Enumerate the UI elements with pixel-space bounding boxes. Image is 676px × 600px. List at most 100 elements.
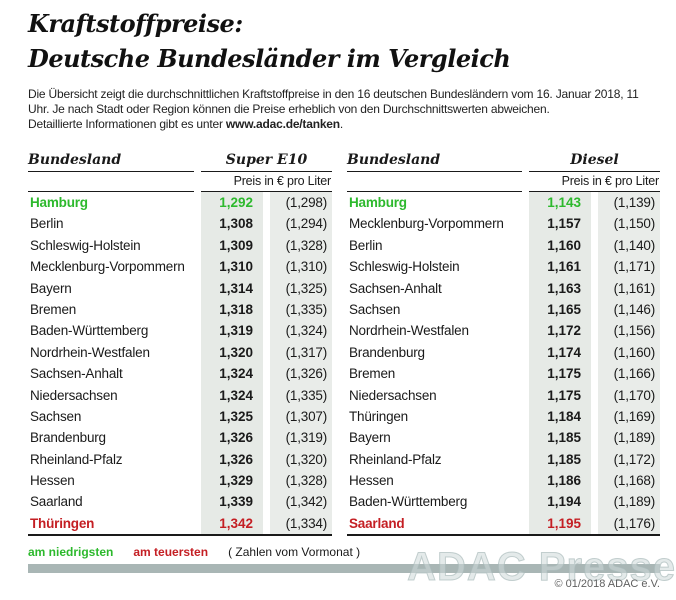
column-header-super-e10: Super E10 [201, 151, 332, 172]
state-name: Niedersachsen [349, 387, 437, 403]
price-value: 1,309 [201, 234, 263, 257]
column-subheader-price-per-liter: Preis in € pro Liter [201, 172, 332, 192]
previous-month-value: (1,298) [270, 192, 332, 214]
previous-month-value: (1,189) [598, 427, 660, 449]
state-name: Sachsen-Anhalt [30, 366, 123, 382]
price-value: 1,184 [529, 405, 591, 428]
state-name: Saarland [30, 494, 83, 510]
price-value: 1,319 [201, 320, 263, 342]
column-header-bundesland: Bundesland [28, 151, 194, 172]
state-name: Brandenburg [30, 430, 106, 446]
previous-month-value: (1,150) [598, 213, 660, 235]
footer-divider-bar [28, 564, 660, 574]
state-name: Bayern [349, 430, 391, 446]
column-subheader-price-per-liter: Preis in € pro Liter [529, 172, 660, 192]
price-value: 1,324 [201, 384, 263, 406]
header-spacer [28, 172, 194, 192]
previous-month-value: (1,139) [598, 192, 660, 214]
previous-month-value: (1,160) [598, 341, 660, 364]
state-name: Hessen [349, 473, 394, 489]
price-value: 1,161 [529, 256, 591, 278]
price-value: 1,292 [201, 192, 263, 214]
legend-lowest-label: am niedrigsten [28, 545, 114, 560]
price-value: 1,194 [529, 491, 591, 513]
state-name: Berlin [30, 216, 64, 232]
state-name: Nordrhein-Westfalen [30, 344, 150, 360]
table-super-e10: Bundesland Super E10 Preis in € pro Lite… [28, 151, 332, 537]
column-header-diesel: Diesel [529, 151, 660, 172]
previous-month-value: (1,317) [270, 341, 332, 364]
price-value: 1,195 [529, 512, 591, 535]
previous-month-value: (1,169) [598, 405, 660, 428]
previous-month-value: (1,342) [270, 491, 332, 513]
previous-month-value: (1,161) [598, 277, 660, 299]
previous-month-value: (1,166) [598, 363, 660, 385]
legend-previous-month-note: ( Zahlen vom Vormonat ) [228, 545, 361, 560]
header-spacer [347, 172, 522, 192]
price-value: 1,174 [529, 341, 591, 364]
price-value: 1,308 [201, 213, 263, 235]
state-name: Baden-Württemberg [30, 323, 149, 339]
intro-line-3-end: . [339, 117, 344, 131]
state-name: Brandenburg [349, 344, 425, 360]
previous-month-value: (1,176) [598, 512, 660, 535]
previous-month-value: (1,170) [598, 384, 660, 406]
state-name: Sachsen-Anhalt [349, 280, 442, 296]
previous-month-value: (1,326) [270, 363, 332, 385]
tables-container: Bundesland Super E10 Preis in € pro Lite… [28, 151, 660, 537]
legend: am niedrigsten am teuersten ( Zahlen vom… [28, 545, 660, 559]
previous-month-value: (1,334) [270, 512, 332, 535]
copyright-notice: © 01/2018 ADAC e.V. [554, 578, 660, 590]
adac-url: www.adac.de/tanken [225, 117, 340, 131]
previous-month-value: (1,310) [270, 256, 332, 278]
previous-month-value: (1,140) [598, 234, 660, 257]
previous-month-value: (1,294) [270, 213, 332, 235]
intro-line-1: Die Übersicht zeigt die durchschnittlich… [28, 87, 639, 101]
price-value: 1,339 [201, 491, 263, 513]
state-name: Bayern [30, 280, 72, 296]
state-name: Mecklenburg-Vorpommern [349, 216, 504, 232]
price-value: 1,175 [529, 384, 591, 406]
state-name: Bremen [349, 366, 396, 382]
intro-line-3: Detaillierte Informationen gibt es unter [28, 117, 226, 131]
price-value: 1,342 [201, 512, 263, 535]
page-title-line-1: Kraftstoffpreise: [28, 9, 243, 38]
state-name: Nordrhein-Westfalen [349, 323, 469, 339]
price-value: 1,165 [529, 298, 591, 321]
price-value: 1,314 [201, 277, 263, 299]
previous-month-value: (1,156) [598, 320, 660, 342]
price-value: 1,175 [529, 363, 591, 385]
price-value: 1,143 [529, 192, 591, 214]
state-name: Rheinland-Pfalz [349, 451, 442, 467]
previous-month-value: (1,307) [270, 405, 332, 428]
state-name: Mecklenburg-Vorpommern [30, 259, 185, 275]
state-name: Baden-Württemberg [349, 494, 468, 510]
price-value: 1,163 [529, 277, 591, 299]
previous-month-value: (1,320) [270, 448, 332, 471]
price-value: 1,318 [201, 298, 263, 321]
infographic-root: Kraftstoffpreise: Deutsche Bundesländer … [28, 9, 660, 574]
price-value: 1,326 [201, 427, 263, 449]
state-name: Bremen [30, 301, 77, 317]
state-name: Hamburg [349, 195, 407, 210]
adac-presse-watermark: ADAC Presse [407, 545, 676, 590]
state-name: Sachsen [30, 408, 82, 424]
intro-text: Die Übersicht zeigt die durchschnittlich… [28, 87, 660, 132]
previous-month-value: (1,319) [270, 427, 332, 449]
state-name: Rheinland-Pfalz [30, 451, 123, 467]
state-name: Hamburg [30, 195, 88, 210]
table-diesel: Bundesland Diesel Preis in € pro Liter H… [347, 151, 660, 537]
state-name: Thüringen [349, 408, 408, 424]
state-name: Schleswig-Holstein [349, 259, 460, 275]
previous-month-value: (1,171) [598, 256, 660, 278]
price-value: 1,185 [529, 427, 591, 449]
state-name: Hessen [30, 473, 75, 489]
price-value: 1,326 [201, 448, 263, 471]
intro-line-2: Uhr. Je nach Stadt oder Region können di… [28, 102, 550, 116]
page-title-line-2: Deutsche Bundesländer im Vergleich [28, 44, 511, 73]
previous-month-value: (1,328) [270, 234, 332, 257]
price-value: 1,329 [201, 470, 263, 492]
price-value: 1,185 [529, 448, 591, 471]
state-name: Thüringen [30, 515, 95, 531]
state-name: Saarland [349, 515, 405, 531]
